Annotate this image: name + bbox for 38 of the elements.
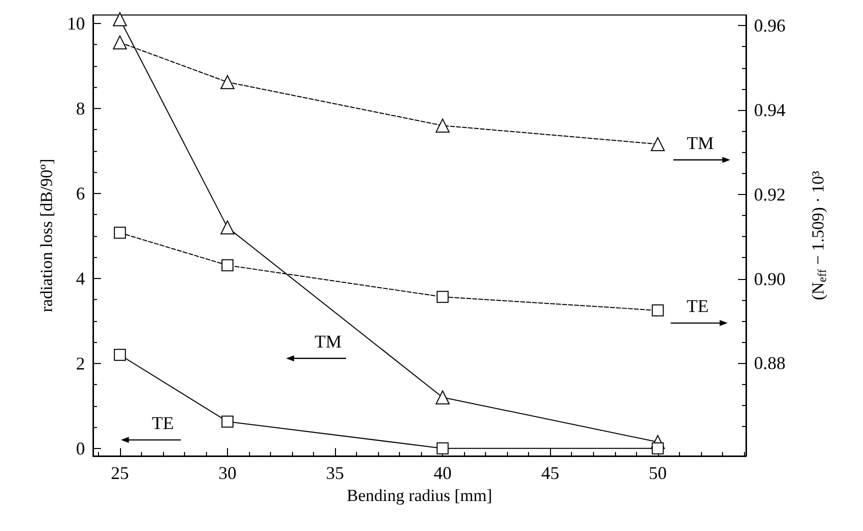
y-tick-label: 6 xyxy=(76,183,85,204)
point xyxy=(220,220,234,234)
y2-tick-label: 0.94 xyxy=(754,100,786,120)
point xyxy=(112,35,127,50)
annotation: TE xyxy=(686,296,709,316)
x-tick-label: 40 xyxy=(434,463,452,483)
y2-axis-title: (Neff − 1.509) · 10³ xyxy=(808,170,829,300)
point xyxy=(650,137,665,152)
x-axis-title: Bending radius [mm] xyxy=(346,486,492,505)
point xyxy=(114,226,126,239)
y-tick-label: 10 xyxy=(67,13,85,34)
y2-tick-label: 0.92 xyxy=(754,184,786,204)
y-tick-label: 0 xyxy=(76,438,85,458)
x-tick-label: 30 xyxy=(218,463,236,483)
x-tick-label: 25 xyxy=(110,463,129,483)
y-tick-label: 2 xyxy=(76,353,85,374)
point xyxy=(220,75,234,90)
point xyxy=(221,416,234,428)
y-tick-label: 4 xyxy=(76,268,85,288)
y-tick-label: 8 xyxy=(76,98,85,118)
point xyxy=(112,12,127,26)
y2-tick-label: 0.96 xyxy=(754,16,786,36)
point xyxy=(436,442,449,454)
y-axis-title: radiation loss [dB/90º] xyxy=(37,158,56,312)
point xyxy=(221,259,234,272)
y2-tick-label: 0.88 xyxy=(754,353,786,374)
point xyxy=(436,290,449,303)
point xyxy=(436,118,450,133)
x-tick-label: 45 xyxy=(541,463,560,483)
point xyxy=(436,390,450,404)
point xyxy=(652,304,664,316)
annotation: TE xyxy=(152,412,174,433)
point xyxy=(114,348,126,361)
y2-tick-label: 0.90 xyxy=(754,268,786,289)
x-tick-label: 50 xyxy=(648,463,667,483)
annotation: TM xyxy=(314,331,342,352)
x-tick-label: 35 xyxy=(326,463,344,483)
annotation: TM xyxy=(686,132,714,153)
